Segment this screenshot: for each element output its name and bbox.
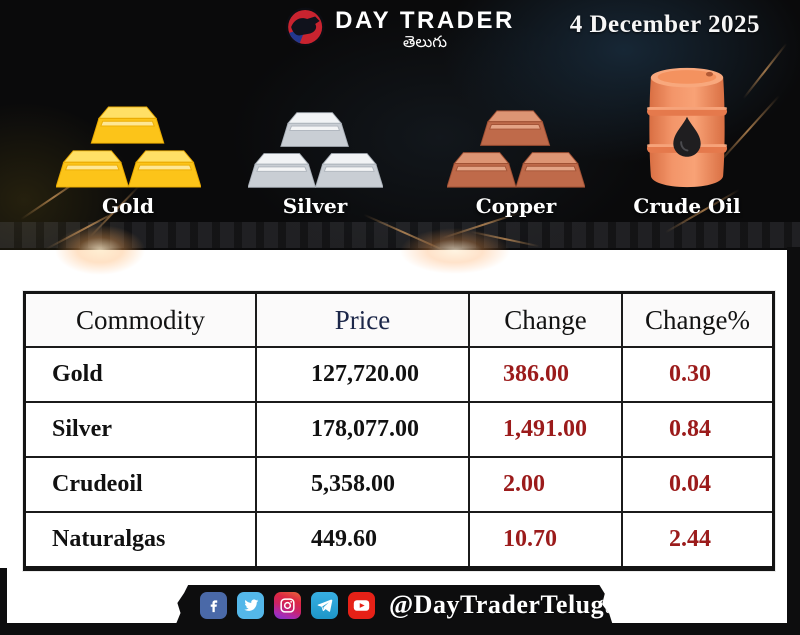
cell-change-pct: 0.04	[621, 458, 772, 511]
table-row-naturalgas: Naturalgas 449.60 10.70 2.44	[26, 511, 772, 566]
table-row-gold: Gold 127,720.00 386.00 0.30	[26, 346, 772, 401]
cell-commodity: Crudeoil	[26, 458, 255, 511]
column-header-price: Price	[255, 294, 468, 346]
cell-change: 386.00	[468, 348, 621, 401]
cell-change-pct: 0.30	[621, 348, 772, 401]
date-label: 4 December 2025	[569, 11, 760, 38]
twitter-icon[interactable]	[237, 591, 264, 619]
machinery-decoration	[0, 222, 800, 248]
commodity-price-table: Commodity Price Change Change% Gold 127,…	[23, 291, 775, 571]
oil-barrel-icon	[641, 62, 733, 191]
social-handle: @DayTraderTelugu	[389, 590, 620, 619]
table-row-crudeoil: Crudeoil 5,358.00 2.00 0.04	[26, 456, 772, 511]
commodity-label: Silver	[282, 194, 348, 218]
right-edge-strip	[787, 247, 800, 635]
brand-subtitle: తెలుగు	[402, 32, 448, 52]
column-header-change-pct: Change%	[621, 294, 772, 346]
cell-change-pct: 2.44	[621, 513, 772, 566]
commodity-card-copper: Copper	[436, 56, 596, 218]
cell-change: 2.00	[468, 458, 621, 511]
brand-text: DAY TRADER తెలుగు	[335, 8, 515, 51]
cell-price: 5,358.00	[255, 458, 468, 511]
left-edge-strip	[0, 568, 7, 635]
table-header-row: Commodity Price Change Change%	[26, 294, 772, 346]
column-header-commodity: Commodity	[26, 294, 255, 346]
cell-price: 449.60	[255, 513, 468, 566]
facebook-icon[interactable]	[200, 591, 227, 619]
brand-name: DAY TRADER	[335, 7, 515, 34]
gold-bars-icon	[55, 103, 201, 191]
copper-bars-icon	[447, 107, 585, 191]
brand-header: DAY TRADER తెలుగు	[285, 7, 515, 52]
cell-change: 10.70	[468, 513, 621, 566]
bottom-edge-strip	[0, 623, 800, 635]
table-row-silver: Silver 178,077.00 1,491.00 0.84	[26, 401, 772, 456]
commodity-label: Crude Oil	[633, 194, 741, 218]
cell-commodity: Gold	[26, 348, 255, 401]
cell-price: 178,077.00	[255, 403, 468, 456]
top-banner: DAY TRADER తెలుగు 4 December 2025	[0, 0, 800, 275]
commodity-label: Copper	[475, 194, 557, 218]
cell-commodity: Silver	[26, 403, 255, 456]
social-banner: @DayTraderTelugu	[175, 585, 620, 625]
cell-change-pct: 0.84	[621, 403, 772, 456]
bull-logo-icon	[285, 7, 325, 52]
cell-change: 1,491.00	[468, 403, 621, 456]
silver-bars-icon	[247, 109, 383, 191]
telegram-icon[interactable]	[311, 591, 338, 619]
instagram-icon[interactable]	[274, 591, 301, 619]
youtube-icon[interactable]	[348, 591, 375, 619]
column-header-change: Change	[468, 294, 621, 346]
commodity-label: Gold	[101, 194, 154, 218]
commodity-card-crudeoil: Crude Oil	[607, 56, 767, 218]
cell-commodity: Naturalgas	[26, 513, 255, 566]
commodity-card-gold: Gold	[48, 56, 208, 218]
commodity-card-silver: Silver	[235, 56, 395, 218]
cell-price: 127,720.00	[255, 348, 468, 401]
